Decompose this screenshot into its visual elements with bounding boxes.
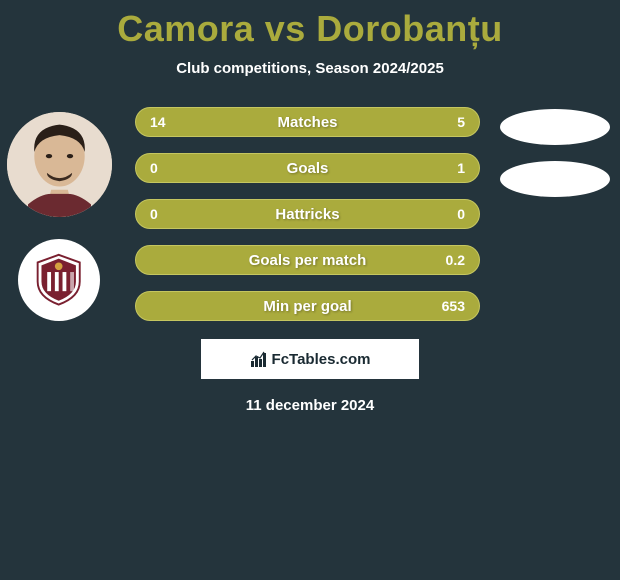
stat-right-value: 0 bbox=[457, 206, 465, 222]
stat-label: Matches bbox=[277, 114, 337, 131]
stat-row: 14 Matches 5 bbox=[135, 107, 480, 137]
stat-row: Min per goal 653 bbox=[135, 291, 480, 321]
stat-row: Goals per match 0.2 bbox=[135, 245, 480, 275]
attribution-text: FcTables.com bbox=[250, 350, 371, 368]
stat-right-value: 5 bbox=[457, 114, 465, 130]
attribution-label: FcTables.com bbox=[272, 351, 371, 368]
bar-chart-icon bbox=[250, 350, 268, 368]
stat-left-value: 0 bbox=[150, 160, 158, 176]
stat-rows-container: 14 Matches 5 0 Goals 1 0 Hattricks 0 Goa… bbox=[135, 107, 480, 321]
player2-club-badge bbox=[500, 161, 610, 197]
stat-row: 0 Goals 1 bbox=[135, 153, 480, 183]
stat-right-value: 653 bbox=[442, 298, 465, 314]
player1-avatar bbox=[7, 112, 112, 217]
content-area: 14 Matches 5 0 Goals 1 0 Hattricks 0 Goa… bbox=[0, 107, 620, 414]
player1-club-badge bbox=[18, 239, 100, 321]
stat-left-value: 0 bbox=[150, 206, 158, 222]
stat-right-value: 1 bbox=[457, 160, 465, 176]
stat-right-value: 0.2 bbox=[446, 252, 465, 268]
date-text: 11 december 2024 bbox=[0, 397, 620, 414]
stat-label: Goals bbox=[287, 160, 329, 177]
stat-row: 0 Hattricks 0 bbox=[135, 199, 480, 229]
player2-avatar bbox=[500, 109, 610, 145]
stat-label: Goals per match bbox=[249, 252, 367, 269]
comparison-title: Camora vs Dorobanțu bbox=[0, 0, 620, 50]
season-subtitle: Club competitions, Season 2024/2025 bbox=[0, 60, 620, 77]
attribution-badge: FcTables.com bbox=[201, 339, 419, 379]
stat-label: Hattricks bbox=[275, 206, 339, 223]
stat-label: Min per goal bbox=[263, 298, 351, 315]
player1-face-icon bbox=[7, 112, 112, 217]
stat-left-value: 14 bbox=[150, 114, 166, 130]
club-crest-icon bbox=[30, 251, 87, 308]
